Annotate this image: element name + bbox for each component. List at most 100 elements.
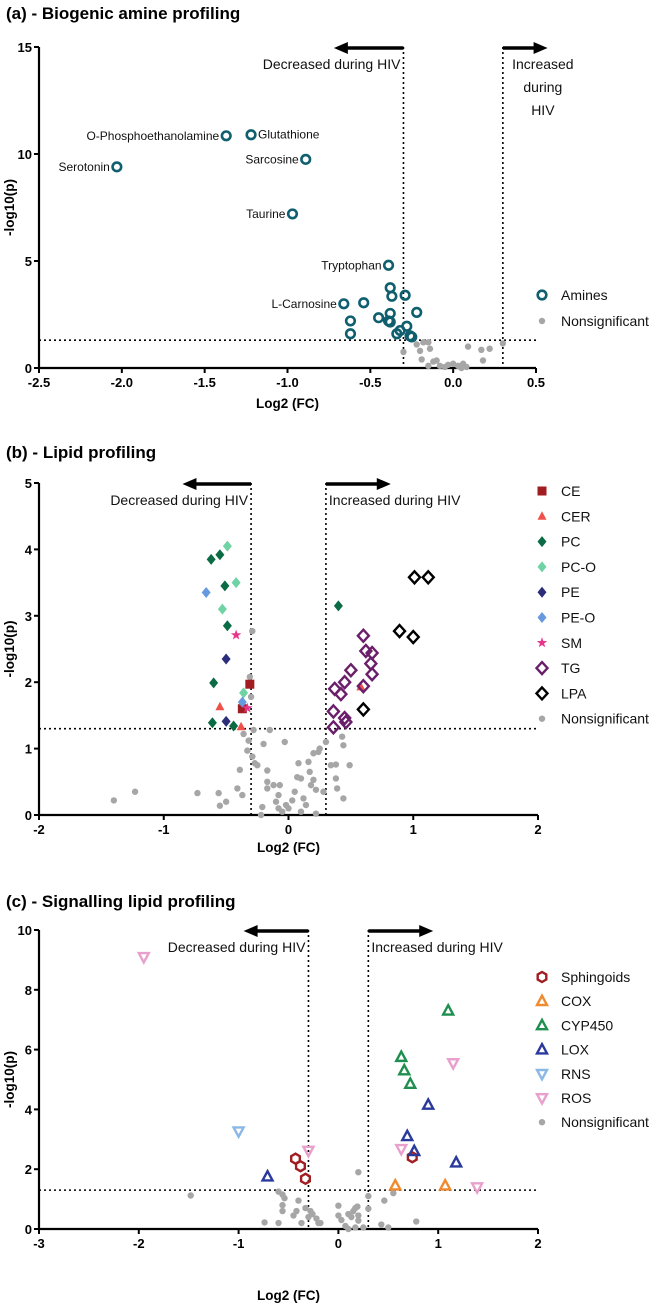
y-tick-label: 4 [25, 542, 33, 557]
data-point [131, 788, 139, 795]
data-point [234, 785, 241, 792]
data-point [338, 1216, 345, 1224]
data-point [297, 808, 305, 815]
data-point [358, 297, 370, 309]
data-point [259, 803, 266, 811]
increased-annotation: Increased [512, 56, 573, 72]
x-tick-label: 1 [435, 1236, 442, 1251]
legend-label: Nonsignificant [561, 711, 649, 727]
data-point [250, 726, 257, 734]
data-point [264, 767, 271, 774]
point-label: Taurine [246, 207, 286, 221]
data-point [356, 678, 371, 694]
legend-marker [534, 993, 550, 1007]
data-point [293, 1207, 300, 1215]
data-point [297, 775, 305, 782]
increased-arrow-head [419, 925, 434, 937]
series-pe [221, 653, 231, 727]
data-point [220, 130, 232, 142]
data-point [295, 1197, 302, 1204]
x-tick-label: 2 [534, 822, 541, 837]
data-point [333, 600, 343, 612]
data-point [326, 703, 341, 720]
data-point [385, 1224, 392, 1231]
legend-marker [536, 637, 548, 648]
data-point [245, 129, 257, 141]
data-point [215, 701, 225, 711]
increased-arrow-head [533, 42, 548, 54]
data-point [272, 798, 280, 805]
data-point [343, 662, 359, 679]
data-point [384, 316, 396, 328]
data-point [231, 1126, 246, 1140]
series-nonsignificant [110, 627, 353, 819]
data-point [236, 721, 246, 731]
data-point [426, 345, 434, 352]
series-cyp450 [394, 1002, 456, 1089]
data-point [378, 1221, 385, 1228]
data-point [363, 655, 378, 672]
legend-label: CE [561, 483, 580, 499]
data-point [264, 778, 271, 785]
data-point [400, 348, 407, 356]
data-point [382, 259, 395, 271]
data-point [257, 811, 265, 819]
data-point [306, 768, 313, 776]
data-point [312, 786, 320, 793]
point-label: O-Phosphoethanolamine [86, 129, 219, 143]
legend: CE CER PC PC-O PE PE-O SM TG LPA Nonsignificant [534, 483, 649, 727]
legend-marker [537, 536, 547, 548]
data-point [335, 1202, 342, 1209]
panel-title: (b) - Lipid profiling [6, 443, 156, 462]
data-point [295, 760, 302, 767]
data-point [290, 1212, 297, 1219]
data-point [275, 791, 282, 799]
data-point [322, 738, 330, 746]
data-point [316, 745, 323, 752]
data-point [222, 798, 230, 805]
series-pc [206, 549, 343, 732]
legend-marker [538, 317, 546, 325]
data-point [400, 1128, 415, 1142]
data-point [406, 331, 418, 343]
data-point [244, 747, 251, 754]
data-point [298, 1219, 305, 1227]
data-point [332, 775, 340, 782]
data-point [326, 719, 341, 736]
data-point [386, 290, 398, 302]
y-tick-label: 0 [25, 808, 32, 823]
data-point [470, 1182, 485, 1196]
data-point [449, 360, 457, 367]
legend-label: LPA [561, 685, 587, 701]
increased-annotation: HIV [531, 102, 555, 118]
x-tick-label: 0.5 [527, 375, 545, 390]
legend-label: COX [561, 993, 592, 1009]
y-tick-label: 10 [18, 147, 32, 162]
y-axis-title: -log10(p) [2, 1051, 17, 1108]
point-label: Sarcosine [245, 152, 299, 166]
data-point [332, 761, 340, 768]
data-point [390, 1189, 397, 1197]
data-point [420, 339, 427, 346]
data-point [391, 328, 403, 340]
y-tick-label: 1 [25, 742, 32, 757]
volcano-panel-b: (b) - Lipid profiling -2 -1 0 1 2 0 1 2 3 4 5 Log2 (… [2, 443, 649, 855]
data-point [236, 766, 244, 774]
data-point [436, 362, 444, 370]
point-label: Tryptophan [321, 258, 381, 272]
legend-marker [534, 1041, 550, 1055]
data-point [111, 161, 123, 173]
series-rns [231, 1126, 246, 1140]
data-point [231, 577, 241, 589]
legend-marker [534, 660, 550, 676]
data-point [221, 715, 231, 727]
series-pc-o [217, 540, 249, 699]
data-point [458, 364, 465, 372]
legend-label: CYP450 [561, 1017, 613, 1033]
data-point [356, 701, 371, 718]
data-point [266, 726, 273, 734]
data-point [360, 1224, 367, 1231]
legend-marker [534, 685, 550, 702]
legend: Sphingoids COX CYP450 LOX RNS ROS Nonsignifica… [534, 969, 649, 1130]
